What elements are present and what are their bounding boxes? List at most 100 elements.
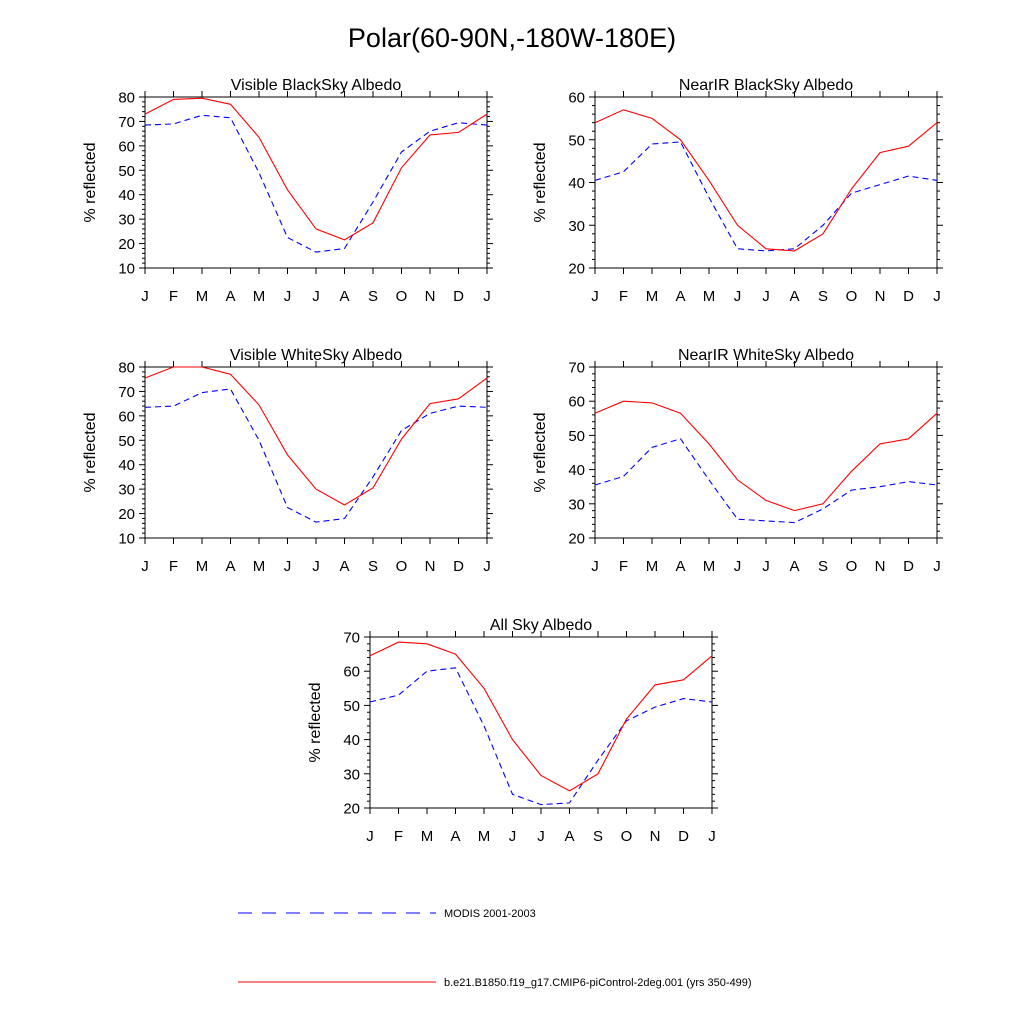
x-tick-label: M [196, 558, 209, 575]
x-tick-label: S [368, 288, 378, 305]
series-line-model [594, 400, 938, 512]
x-tick-label: M [196, 288, 209, 305]
x-tick-label: F [169, 558, 178, 575]
y-tick-label: 10 [118, 261, 135, 278]
x-tick-label: J [591, 288, 599, 305]
x-tick-label: J [366, 828, 374, 845]
y-tick-label: 20 [568, 531, 585, 548]
panel-3: Visible WhiteSky Albedo 10 20 30 40 50 60 70 80 J… [82, 347, 493, 575]
x-tick-label: M [253, 558, 266, 575]
y-tick-label: 60 [343, 664, 360, 681]
series-line-modis [144, 114, 488, 253]
series-line-model [369, 641, 713, 792]
y-tick-label: 30 [118, 212, 135, 229]
panel-title: All Sky Albedo [490, 617, 592, 634]
y-tick-label: 20 [343, 801, 360, 818]
y-tick-label: 30 [343, 766, 360, 783]
x-tick-label: M [646, 558, 659, 575]
panels: Visible BlackSky Albedo 10 20 30 40 50 60 70 80 J… [82, 77, 943, 845]
x-tick-label: N [425, 558, 436, 575]
panel-1: Visible BlackSky Albedo 10 20 30 40 50 60 70 80 J… [82, 77, 493, 305]
x-tick-label: S [593, 828, 603, 845]
panel-title: NearIR WhiteSky Albedo [678, 347, 854, 364]
legend-label-model: b.e21.B1850.f19_g17.CMIP6-piControl-2deg… [444, 977, 752, 989]
y-tick-label: 30 [568, 218, 585, 235]
x-tick-label: S [368, 558, 378, 575]
y-tick-label: 20 [568, 261, 585, 278]
x-tick-label: A [225, 558, 235, 575]
x-tick-label: F [619, 288, 628, 305]
y-axis-label: % reflected [82, 412, 99, 492]
x-tick-label: M [478, 828, 491, 845]
x-tick-label: J [762, 558, 770, 575]
x-tick-label: D [903, 558, 914, 575]
y-axis-label: % reflected [307, 682, 324, 762]
x-tick-label: D [678, 828, 689, 845]
series-line-model [144, 366, 488, 506]
x-tick-label: J [591, 558, 599, 575]
figure-title: Polar(60-90N,-180W-180E) [348, 23, 676, 53]
x-tick-label: N [875, 288, 886, 305]
y-tick-label: 80 [118, 90, 135, 107]
y-tick-label: 60 [118, 408, 135, 425]
y-tick-label: 50 [118, 163, 135, 180]
legend-label-modis: MODIS 2001-2003 [444, 908, 536, 920]
x-tick-label: J [284, 558, 292, 575]
x-tick-label: J [933, 558, 941, 575]
x-tick-label: O [396, 288, 408, 305]
y-tick-label: 20 [118, 236, 135, 253]
y-tick-label: 50 [343, 698, 360, 715]
y-tick-label: 40 [568, 175, 585, 192]
y-tick-label: 30 [568, 496, 585, 513]
y-tick-label: 20 [118, 506, 135, 523]
plot-frame [144, 366, 488, 539]
x-tick-label: O [396, 558, 408, 575]
y-tick-label: 70 [343, 630, 360, 647]
x-tick-label: D [453, 558, 464, 575]
x-tick-label: N [425, 288, 436, 305]
x-tick-label: A [450, 828, 460, 845]
series-line-modis [369, 667, 713, 806]
x-tick-label: J [708, 828, 716, 845]
y-tick-label: 40 [343, 732, 360, 749]
x-tick-label: A [339, 288, 349, 305]
x-tick-label: S [818, 288, 828, 305]
x-tick-label: J [509, 828, 517, 845]
x-tick-label: N [875, 558, 886, 575]
y-axis-label: % reflected [532, 412, 549, 492]
panel-title: Visible BlackSky Albedo [231, 77, 402, 94]
y-tick-label: 40 [118, 457, 135, 474]
x-tick-label: J [312, 558, 320, 575]
x-tick-label: O [846, 558, 858, 575]
y-tick-label: 70 [118, 114, 135, 131]
y-tick-label: 70 [118, 384, 135, 401]
y-tick-label: 60 [568, 394, 585, 411]
series-line-modis [144, 388, 488, 523]
y-axis-label: % reflected [82, 142, 99, 222]
y-tick-label: 60 [568, 90, 585, 107]
x-tick-label: F [394, 828, 403, 845]
x-tick-label: J [734, 288, 742, 305]
series-line-modis [594, 438, 938, 524]
x-tick-label: A [789, 288, 799, 305]
x-tick-label: N [650, 828, 661, 845]
y-tick-label: 60 [118, 138, 135, 155]
x-tick-label: A [339, 558, 349, 575]
y-axis-label: % reflected [532, 142, 549, 222]
x-tick-label: A [675, 288, 685, 305]
x-tick-label: J [483, 558, 491, 575]
x-tick-label: F [619, 558, 628, 575]
y-tick-label: 10 [118, 531, 135, 548]
y-tick-label: 50 [118, 433, 135, 450]
x-tick-label: M [703, 288, 716, 305]
x-tick-label: M [646, 288, 659, 305]
x-tick-label: O [621, 828, 633, 845]
x-tick-label: M [253, 288, 266, 305]
x-tick-label: J [734, 558, 742, 575]
panel-title: NearIR BlackSky Albedo [679, 77, 853, 94]
x-tick-label: J [933, 288, 941, 305]
x-tick-label: J [141, 288, 149, 305]
